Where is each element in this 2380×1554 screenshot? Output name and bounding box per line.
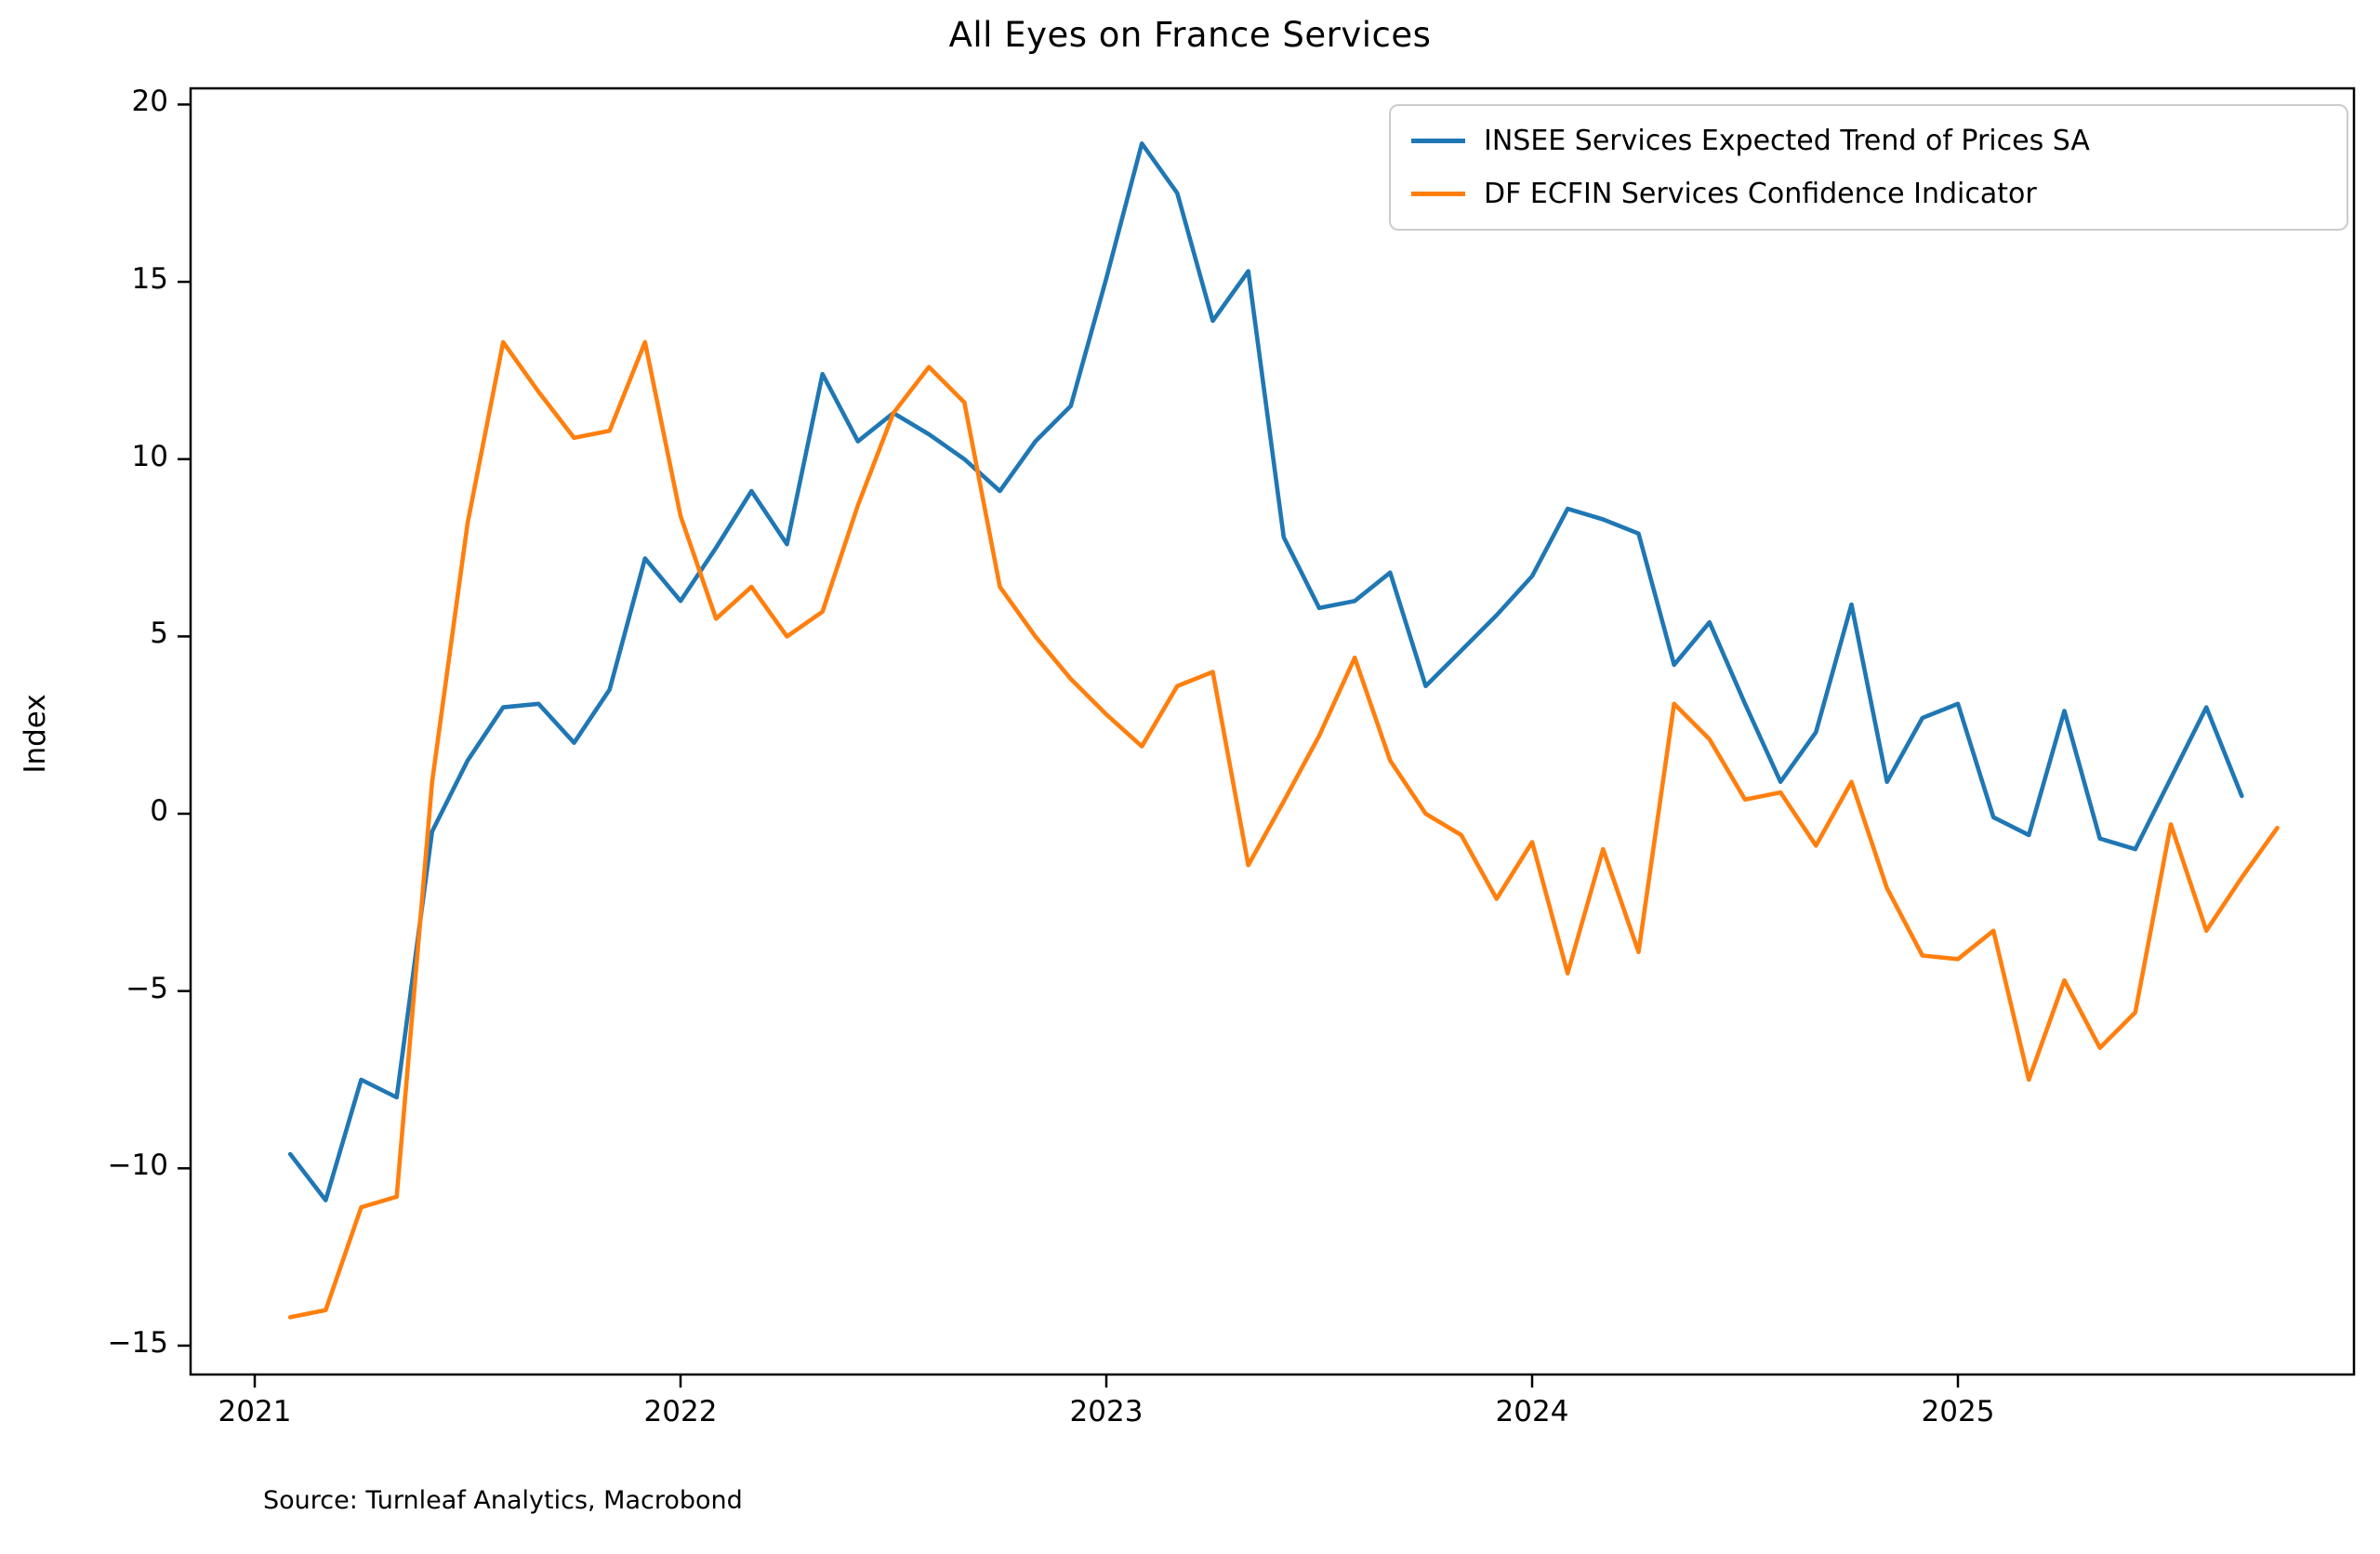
y-axis-label: Index <box>19 694 52 774</box>
legend: INSEE Services Expected Trend of Prices … <box>1389 104 2348 231</box>
legend-item-ecfin: DF ECFIN Services Confidence Indicator <box>1411 178 2320 210</box>
y-tick-label: 15 <box>131 262 168 297</box>
legend-line-sample-orange <box>1411 192 1465 196</box>
y-tick-label: 5 <box>150 617 168 651</box>
x-tick-label: 2021 <box>218 1395 292 1428</box>
y-tick-label: −10 <box>107 1149 168 1183</box>
x-tick-label: 2023 <box>1069 1395 1144 1428</box>
x-tick-label: 2022 <box>643 1395 718 1428</box>
x-tick-label: 2025 <box>1921 1395 1995 1428</box>
axes-box <box>189 86 2356 1376</box>
y-tick-label: 10 <box>131 439 168 473</box>
y-tick-label: −15 <box>107 1325 168 1360</box>
y-tick-label: 0 <box>150 794 168 828</box>
series-line-0 <box>287 141 2244 1202</box>
legend-label-ecfin: DF ECFIN Services Confidence Indicator <box>1484 178 2037 210</box>
series-line-1 <box>287 339 2280 1320</box>
legend-item-insee: INSEE Services Expected Trend of Prices … <box>1411 125 2320 157</box>
legend-label-insee: INSEE Services Expected Trend of Prices … <box>1484 125 2090 157</box>
chart-title: All Eyes on France Services <box>948 15 1432 55</box>
legend-line-sample-blue <box>1411 139 1465 143</box>
y-tick-label: 20 <box>131 85 168 119</box>
x-tick-label: 2024 <box>1495 1395 1569 1428</box>
y-tick-label: −5 <box>126 971 168 1005</box>
source-note: Source: Turnleaf Analytics, Macrobond <box>263 1486 743 1515</box>
